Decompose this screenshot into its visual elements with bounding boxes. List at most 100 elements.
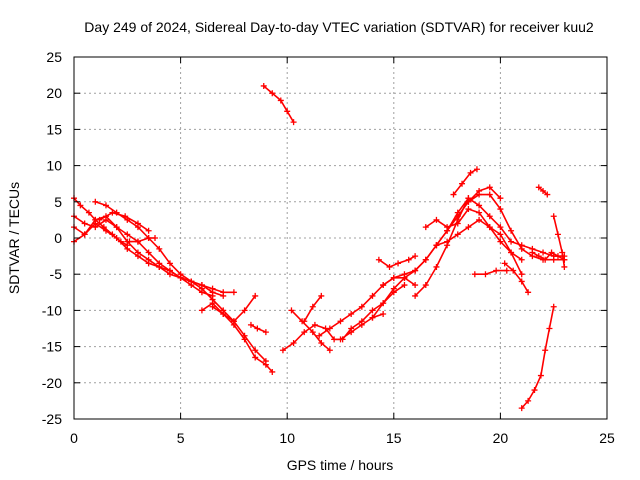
series-track-16 bbox=[337, 311, 387, 343]
data-point bbox=[209, 285, 216, 292]
data-point bbox=[279, 347, 286, 354]
data-point bbox=[401, 271, 408, 278]
data-point bbox=[433, 242, 440, 249]
y-tick-label: 5 bbox=[54, 194, 62, 210]
data-point bbox=[465, 206, 472, 213]
series-line bbox=[552, 215, 566, 268]
data-point bbox=[482, 271, 489, 278]
data-point bbox=[85, 209, 92, 216]
series-track-9 bbox=[209, 292, 259, 325]
data-point bbox=[230, 289, 237, 296]
data-point bbox=[486, 191, 493, 198]
series-track-18 bbox=[380, 184, 504, 289]
data-point bbox=[156, 245, 163, 252]
data-point bbox=[433, 263, 440, 270]
data-point bbox=[444, 238, 451, 245]
y-tick-label: 0 bbox=[54, 230, 62, 246]
series-line bbox=[520, 305, 555, 409]
data-point bbox=[109, 209, 116, 216]
data-point bbox=[518, 278, 525, 285]
data-point bbox=[358, 303, 365, 310]
y-tick-label: -20 bbox=[42, 375, 62, 391]
data-point bbox=[525, 397, 532, 404]
y-axis-label: SDTVAR / TECUs bbox=[6, 182, 22, 294]
x-tick-label: 10 bbox=[279, 430, 295, 446]
data-point bbox=[102, 227, 109, 234]
grid-lines bbox=[74, 57, 607, 419]
data-point bbox=[450, 191, 457, 198]
data-point bbox=[209, 303, 216, 310]
data-point bbox=[241, 307, 248, 314]
data-point bbox=[198, 285, 205, 292]
data-point bbox=[96, 216, 103, 223]
data-point bbox=[252, 292, 259, 299]
data-point bbox=[486, 184, 493, 191]
data-point bbox=[301, 329, 308, 336]
series-track-27 bbox=[535, 184, 551, 198]
data-point bbox=[290, 119, 297, 126]
series-line bbox=[73, 222, 214, 297]
series-line bbox=[473, 269, 508, 276]
data-point bbox=[476, 202, 483, 209]
data-point bbox=[348, 329, 355, 336]
data-point bbox=[230, 318, 237, 325]
data-point bbox=[529, 249, 536, 256]
series-line bbox=[73, 215, 235, 294]
data-point bbox=[254, 325, 261, 332]
data-point bbox=[348, 311, 355, 318]
series-track-19 bbox=[375, 253, 419, 270]
x-tick-label: 20 bbox=[493, 430, 509, 446]
data-point bbox=[81, 231, 88, 238]
data-point bbox=[122, 213, 129, 220]
data-point bbox=[508, 227, 515, 234]
data-point bbox=[326, 325, 333, 332]
data-point bbox=[422, 256, 429, 263]
series-track-30 bbox=[518, 303, 557, 412]
data-point bbox=[198, 307, 205, 314]
data-point bbox=[518, 271, 525, 278]
data-point bbox=[486, 224, 493, 231]
data-point bbox=[386, 263, 393, 270]
data-point bbox=[134, 238, 141, 245]
data-point bbox=[535, 253, 542, 260]
data-point bbox=[284, 108, 291, 115]
data-point bbox=[92, 198, 99, 205]
series-track-6 bbox=[96, 209, 152, 234]
data-point bbox=[518, 405, 525, 412]
data-point bbox=[134, 253, 141, 260]
series-track-25 bbox=[471, 267, 510, 278]
data-point bbox=[542, 347, 549, 354]
data-point bbox=[465, 224, 472, 231]
data-point bbox=[269, 90, 276, 97]
data-point bbox=[145, 235, 152, 241]
data-point bbox=[559, 249, 566, 256]
data-point bbox=[554, 253, 561, 260]
y-tick-label: -5 bbox=[50, 266, 63, 282]
data-point bbox=[316, 332, 323, 339]
data-point bbox=[102, 202, 109, 209]
data-point bbox=[476, 216, 483, 223]
data-point bbox=[544, 191, 551, 198]
data-point bbox=[546, 325, 553, 332]
data-point bbox=[531, 387, 538, 394]
data-point bbox=[497, 224, 504, 231]
x-tick-label: 25 bbox=[599, 430, 615, 446]
data-point bbox=[548, 249, 555, 256]
data-point bbox=[444, 224, 451, 231]
series-line bbox=[452, 168, 478, 196]
series-track-10 bbox=[247, 321, 269, 336]
data-point bbox=[412, 267, 419, 274]
series-line bbox=[414, 197, 566, 297]
data-point bbox=[508, 238, 515, 245]
data-point bbox=[535, 184, 542, 191]
series-line bbox=[98, 211, 150, 232]
data-point bbox=[311, 321, 318, 328]
series-track-28 bbox=[529, 249, 568, 263]
data-point bbox=[465, 198, 472, 205]
series-line bbox=[290, 309, 331, 352]
data-point bbox=[493, 267, 500, 274]
axis-ticks: 0 5 10 15 20 25 -25 -20 -15 -10 -5 0 5 10 15 20 25 bbox=[42, 49, 615, 446]
data-point bbox=[262, 361, 269, 368]
data-point bbox=[459, 180, 466, 187]
data-point bbox=[220, 289, 227, 296]
